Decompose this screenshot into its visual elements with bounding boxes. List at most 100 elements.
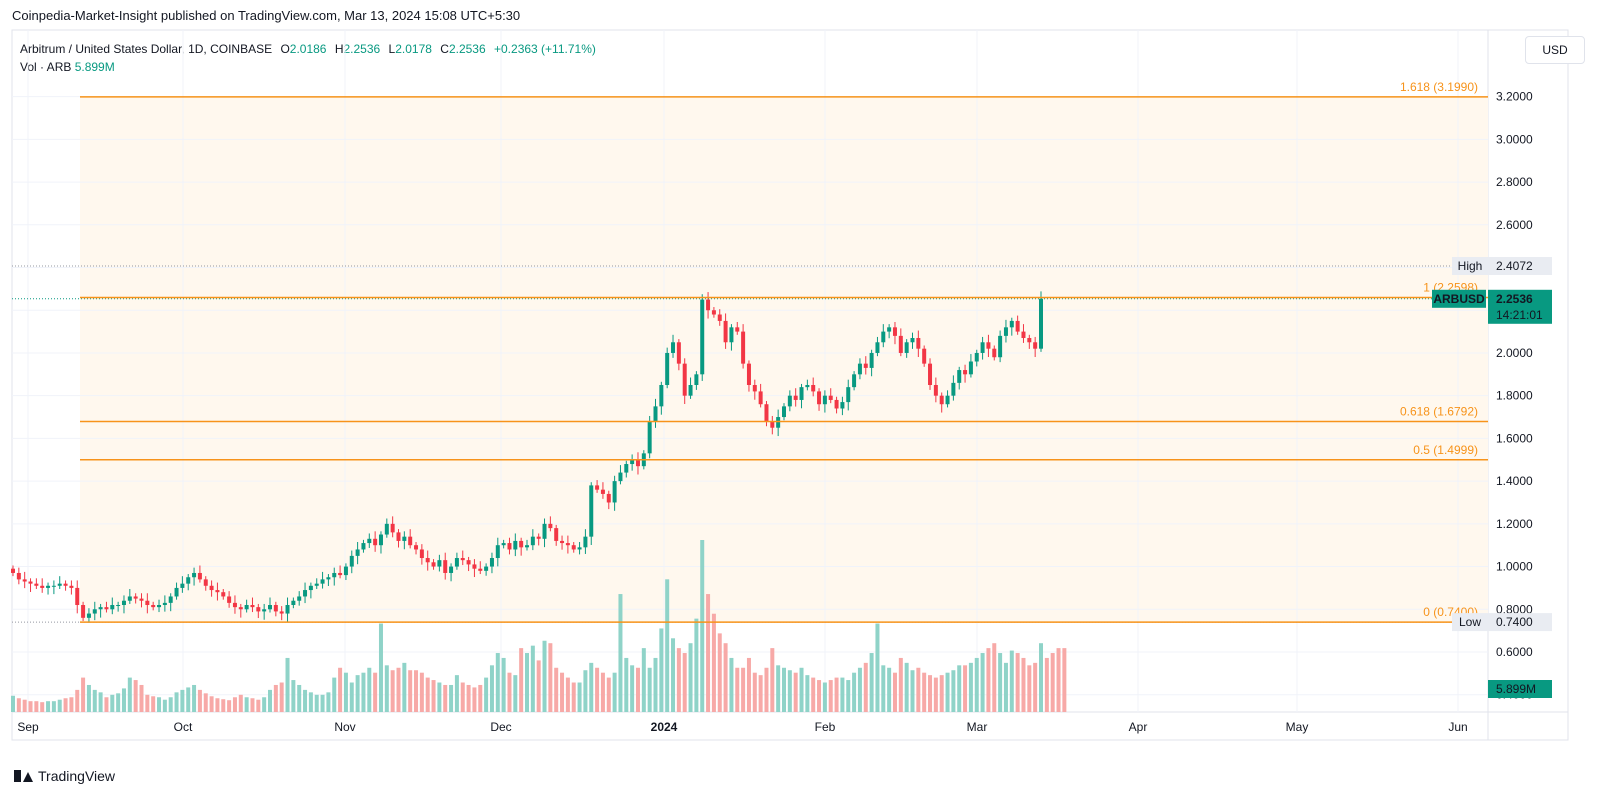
price-tick-label: 2.8000 — [1496, 175, 1533, 189]
volume-bar — [1015, 653, 1020, 712]
tradingview-logo[interactable]: TradingView — [14, 768, 115, 784]
volume-bar — [694, 618, 699, 712]
bar-countdown-label: 14:21:01 — [1496, 308, 1543, 322]
volume-bar — [378, 623, 383, 712]
candle-body — [51, 585, 56, 587]
candle-body — [548, 523, 553, 529]
volume-bar — [104, 697, 109, 712]
candle-body — [22, 579, 27, 582]
price-tick-label: 1.0000 — [1496, 560, 1533, 574]
volume-bar — [86, 684, 91, 712]
candle-body — [776, 417, 781, 428]
volume-bar — [682, 653, 687, 712]
candle-body — [472, 564, 477, 569]
volume-bar — [887, 667, 892, 712]
candle-body — [530, 536, 535, 546]
candle-body — [489, 558, 494, 567]
candle-body — [904, 342, 909, 353]
candle-body — [437, 560, 442, 567]
volume-bar — [449, 684, 454, 712]
candle-body — [600, 489, 605, 494]
candle-body — [612, 481, 617, 503]
volume-bar — [548, 643, 553, 712]
time-tick-label: Feb — [815, 720, 836, 734]
volume-bar — [630, 665, 635, 712]
publish-credit: Coinpedia-Market-Insight published on Tr… — [12, 8, 521, 23]
time-tick-label: Mar — [967, 720, 988, 734]
high-value-label: 2.4072 — [1496, 259, 1533, 273]
candle-body — [449, 566, 454, 573]
volume-bar — [782, 667, 786, 712]
volume-bar — [910, 670, 915, 712]
close-value: 2.2536 — [448, 42, 486, 56]
high-tag-bg — [1452, 256, 1488, 275]
candle-body — [840, 402, 845, 409]
candle-body — [168, 596, 173, 603]
volume-bar — [46, 701, 51, 712]
volume-tag-label: 5.899M — [1496, 682, 1536, 696]
candle-body — [717, 314, 722, 321]
volume-bar — [671, 638, 676, 712]
price-tick-label: 0.8000 — [1496, 602, 1533, 616]
time-tick-label: Jun — [1448, 720, 1467, 734]
candle-body — [963, 370, 968, 375]
volume-bar — [560, 672, 565, 712]
currency-button[interactable]: USD — [1525, 36, 1585, 64]
volume-bar — [787, 670, 792, 712]
candle-body — [63, 583, 68, 586]
volume-bar — [635, 667, 640, 712]
candle-body — [402, 536, 407, 541]
volume-bar — [968, 662, 973, 712]
candle-body — [758, 391, 763, 405]
ohlc-row: Arbitrum / United States Dollar, 1D, COI… — [20, 40, 596, 58]
price-tick-label: 1.6000 — [1496, 431, 1533, 445]
volume-bar — [279, 682, 284, 712]
candle-body — [653, 406, 658, 422]
candle-body — [133, 596, 138, 599]
volume-bar — [244, 697, 249, 712]
symbol-title[interactable]: Arbitrum / United States Dollar, 1D, COI… — [20, 42, 273, 56]
candle-body — [46, 585, 51, 588]
volume-bar — [595, 667, 600, 712]
symbol-tag-bg — [1432, 289, 1486, 308]
candle-body — [892, 327, 897, 336]
volume-bar — [227, 700, 232, 712]
high-value: 2.2536 — [343, 42, 381, 56]
volume-bar — [256, 699, 261, 712]
volume-bar — [320, 694, 325, 712]
volume-row: Vol · ARB 5.899M — [20, 58, 596, 76]
volume-label[interactable]: Vol · ARB — [20, 60, 72, 74]
volume-bar — [536, 660, 541, 712]
volume-bar — [589, 662, 594, 712]
volume-bar — [892, 672, 897, 712]
candle-body — [443, 560, 448, 573]
time-tick-label: Dec — [490, 720, 511, 734]
volume-bar — [711, 613, 716, 712]
candle-body — [741, 331, 746, 364]
volume-bar — [162, 699, 167, 712]
candle-body — [86, 613, 91, 618]
volume-bar — [373, 672, 378, 712]
candle-body — [1003, 327, 1008, 336]
candle-body — [852, 374, 857, 388]
candle-body — [355, 549, 360, 556]
candle-body — [711, 310, 716, 315]
candle-body — [256, 607, 261, 612]
candle-body — [700, 299, 705, 375]
last-price-label: 2.2536 — [1496, 292, 1533, 306]
fib-level-label: 1.618 (3.1990) — [1400, 80, 1478, 94]
candle-body — [139, 598, 144, 601]
volume-bar — [297, 684, 302, 712]
volume-bar — [209, 696, 214, 712]
volume-bar — [980, 653, 985, 712]
low-label: L — [388, 42, 396, 56]
volume-bar — [349, 682, 354, 712]
candle-body — [513, 540, 518, 550]
volume-bar — [408, 670, 413, 712]
candle-body — [980, 342, 985, 353]
candle-body — [822, 395, 827, 405]
volume-bar — [1050, 653, 1055, 712]
candle-body — [466, 560, 471, 565]
volume-bar — [817, 680, 822, 712]
